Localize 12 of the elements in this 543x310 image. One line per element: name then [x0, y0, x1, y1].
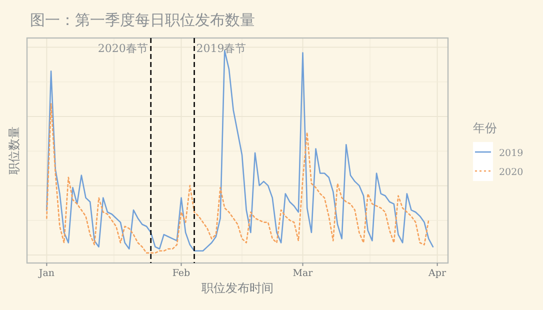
legend-label: 2020	[499, 167, 524, 178]
legend-label: 2019	[499, 148, 524, 159]
x-tick-label: Jan	[38, 268, 54, 279]
ref-line-label: 2019春节	[196, 42, 246, 55]
x-axis-title: 职位发布时间	[202, 281, 274, 295]
ref-line-label: 2020春节	[98, 42, 148, 55]
chart-title: 图一：第一季度每日职位发布数量	[30, 11, 255, 29]
y-axis-title: 职位数量	[7, 126, 21, 174]
x-tick-label: Apr	[428, 268, 446, 279]
x-tick-label: Feb	[172, 268, 190, 279]
legend-title: 年份	[473, 121, 497, 135]
x-tick-label: Mar	[292, 268, 314, 279]
